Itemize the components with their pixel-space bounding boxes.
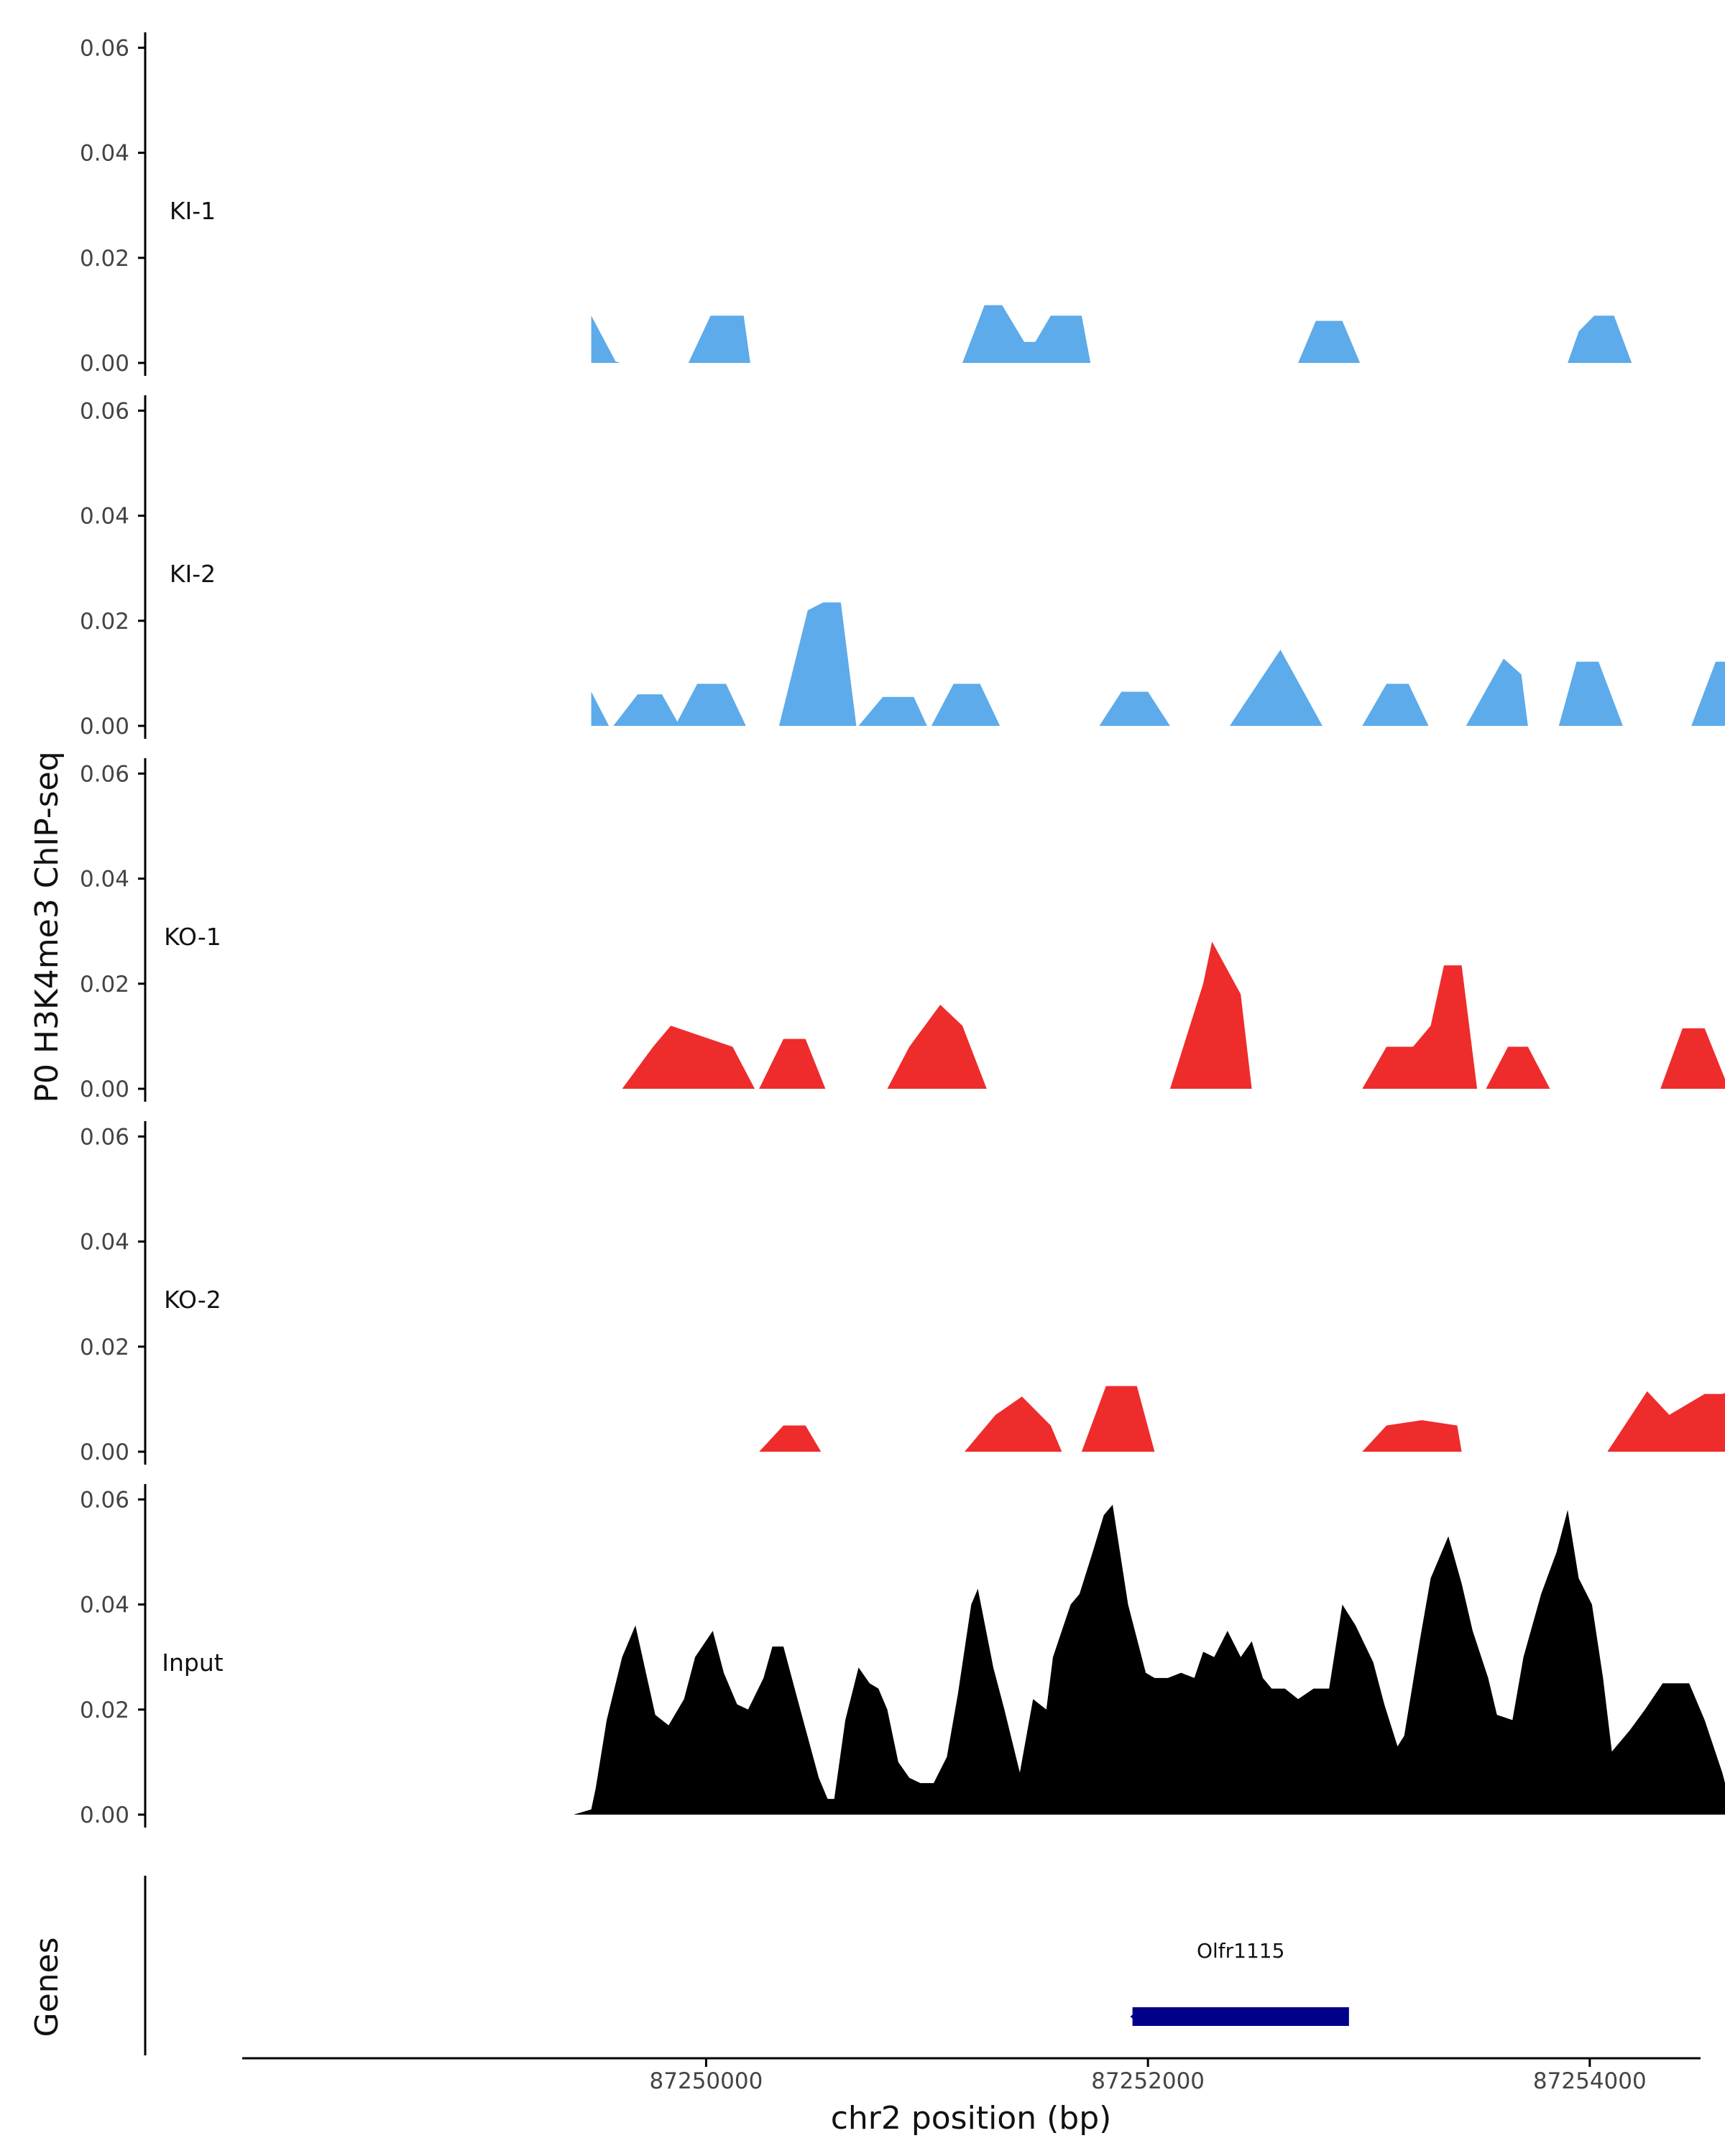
signal-peak: [1558, 661, 1623, 726]
y-tick-label: 0.06: [80, 1487, 129, 1513]
signal-peak: [962, 305, 1091, 363]
signal-peak: [931, 683, 1000, 726]
y-tick-label: 0.04: [80, 141, 129, 167]
signal-peak: [1362, 1420, 1462, 1452]
signal-peak: [1099, 691, 1170, 726]
y-tick-label: 0.02: [80, 972, 129, 998]
signal-peak: [574, 1504, 1725, 1815]
track-ki-1: 0.00 0.02 0.04 0.06 KI-1: [80, 32, 1632, 377]
signal-peak: [622, 1026, 755, 1089]
signal-peak: [759, 1425, 822, 1452]
genes-panel: Olfr1115: [144, 1876, 1349, 2055]
signal-peak: [675, 683, 746, 726]
signal-peak: [1362, 683, 1429, 726]
gene-body: [1132, 2007, 1349, 2026]
signal-peak: [613, 694, 680, 726]
strand-arrow: [1130, 2008, 1142, 2025]
signal-peak: [1466, 658, 1528, 726]
y-axis-title: P0 H3K4me3 ChIP-seq: [29, 751, 65, 1102]
track-input: 0.00 0.02 0.04 0.06 Input: [80, 1484, 1725, 1828]
y-tick-label: 0.04: [80, 1593, 129, 1618]
signal-peak: [1691, 661, 1725, 726]
y-tick-label: 0.04: [80, 1230, 129, 1256]
signal-peak: [1081, 1386, 1155, 1452]
y-tick-label: 0.06: [80, 1124, 129, 1150]
signal-peak: [1362, 965, 1478, 1089]
signal-peak: [1660, 1028, 1725, 1089]
y-tick-label: 0.06: [80, 35, 129, 61]
signal-peak: [1486, 1046, 1550, 1089]
x-axis: 87250000 87252000 87254000: [242, 2057, 1701, 2094]
track-ki-2: 0.00 0.02 0.04 0.06 KI-2: [80, 395, 1725, 740]
y-tick-label: 0.00: [80, 714, 129, 740]
y-tick-label: 0.06: [80, 761, 129, 787]
y-tick-label: 0.00: [80, 1077, 129, 1102]
gene-label: Olfr1115: [1197, 1939, 1284, 1963]
genes-panel-title: Genes: [29, 1937, 65, 2037]
x-tick-label: 87252000: [1091, 2068, 1205, 2094]
track-label: KO-1: [164, 923, 221, 951]
signal-peak: [591, 691, 610, 726]
track-label: KI-2: [170, 560, 216, 588]
x-tick-label: 87254000: [1533, 2068, 1647, 2094]
signal-peak: [1169, 941, 1252, 1089]
signal-peak: [1298, 321, 1361, 363]
y-tick-label: 0.00: [80, 1802, 129, 1828]
x-tick-label: 87250000: [650, 2068, 763, 2094]
track-ko-2: 0.00 0.02 0.04 0.06 KO-2: [80, 1121, 1725, 1465]
signal-peak: [887, 1005, 987, 1089]
y-tick-label: 0.02: [80, 609, 129, 635]
gene-olfr1115: Olfr1115: [1130, 1939, 1349, 2026]
y-tick-label: 0.04: [80, 504, 129, 530]
signal-peak: [1607, 1391, 1725, 1452]
y-tick-label: 0.02: [80, 1335, 129, 1360]
signal-peak: [1568, 315, 1632, 363]
x-axis-title: chr2 position (bp): [831, 2100, 1112, 2137]
signal-peak: [965, 1396, 1062, 1452]
track-ko-1: 0.00 0.02 0.04 0.06 KO-1: [80, 758, 1725, 1102]
y-tick-label: 0.00: [80, 351, 129, 377]
track-label: Input: [162, 1649, 224, 1677]
y-tick-label: 0.00: [80, 1439, 129, 1465]
signal-peak: [759, 1038, 826, 1089]
tracks-layer: 0.00 0.02 0.04 0.06 KI-1 0.00 0.02 0.04 0.06 KI-2…: [80, 32, 1725, 1828]
y-tick-label: 0.04: [80, 867, 129, 893]
signal-peak: [858, 696, 927, 726]
y-tick-label: 0.02: [80, 1697, 129, 1723]
signal-peak: [591, 315, 620, 363]
track-label: KO-2: [164, 1286, 221, 1314]
signal-peak: [688, 315, 750, 363]
signal-peak: [778, 602, 857, 726]
y-tick-label: 0.06: [80, 398, 129, 424]
y-tick-label: 0.02: [80, 246, 129, 272]
signal-peak: [1229, 650, 1322, 726]
track-label: KI-1: [170, 197, 216, 225]
